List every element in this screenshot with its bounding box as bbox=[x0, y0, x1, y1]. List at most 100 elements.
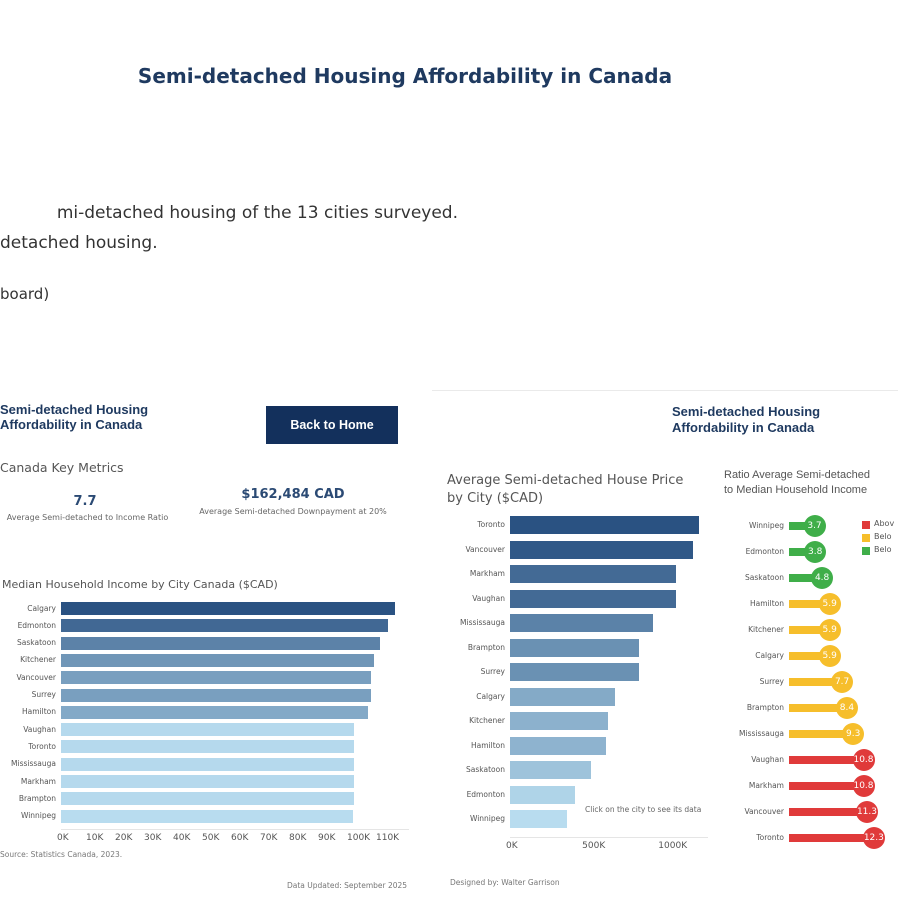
lollipop-bar[interactable] bbox=[789, 626, 830, 634]
x-tick-label: 70K bbox=[260, 832, 278, 843]
lollipop-value[interactable]: 5.9 bbox=[818, 619, 841, 641]
price-chart-title-wrap: Average Semi-detached House Price by Cit… bbox=[447, 472, 697, 508]
lollipop-bar[interactable] bbox=[789, 574, 823, 582]
lollipop-value[interactable]: 8.4 bbox=[835, 697, 858, 719]
lollipop-bar[interactable] bbox=[789, 756, 864, 764]
bar[interactable] bbox=[510, 687, 616, 706]
bar[interactable] bbox=[61, 636, 380, 650]
category-label: Markham bbox=[748, 781, 784, 790]
bar[interactable] bbox=[510, 663, 640, 681]
category-label: Kitchener bbox=[20, 655, 56, 665]
bar[interactable] bbox=[61, 775, 354, 788]
category-label: Vancouver bbox=[16, 672, 57, 682]
category-label: Vancouver bbox=[744, 807, 785, 816]
intro-line-1: mi-detached housing of the 13 cities sur… bbox=[56, 203, 458, 223]
category-label: Surrey bbox=[759, 677, 784, 686]
x-tick-label: 90K bbox=[318, 832, 336, 843]
bar[interactable] bbox=[510, 565, 677, 583]
category-label: Vaughan bbox=[751, 755, 784, 764]
x-axis-line bbox=[61, 828, 409, 830]
x-tick-label: 110K bbox=[376, 832, 400, 843]
lollipop-value[interactable]: 5.9 bbox=[818, 645, 841, 667]
lollipop-bar[interactable] bbox=[789, 600, 830, 608]
bar[interactable] bbox=[61, 602, 395, 615]
lollipop-bar[interactable] bbox=[789, 782, 864, 790]
bar[interactable] bbox=[510, 761, 592, 779]
lollipop-bar[interactable] bbox=[789, 808, 867, 816]
ratio-chart-title-line-2: to Median Household Income bbox=[724, 484, 868, 496]
lollipop-bar[interactable] bbox=[789, 704, 847, 712]
bar[interactable] bbox=[61, 619, 388, 633]
bar[interactable] bbox=[61, 688, 372, 702]
x-axis-line bbox=[510, 836, 708, 838]
ratio-metric-value: 7.7 bbox=[73, 494, 97, 509]
x-tick-label: 500K bbox=[582, 840, 606, 851]
category-label: Kitchener bbox=[469, 716, 505, 725]
category-label: Mississauga bbox=[739, 729, 784, 738]
bar[interactable] bbox=[61, 757, 354, 771]
lollipop-value[interactable]: 9.3 bbox=[842, 723, 865, 745]
legend-swatch bbox=[862, 534, 870, 542]
x-tick-label: 20K bbox=[115, 832, 133, 843]
lollipop-value[interactable]: 3.8 bbox=[804, 541, 827, 563]
bar[interactable] bbox=[61, 671, 372, 685]
legend-swatch bbox=[862, 521, 870, 529]
bar[interactable] bbox=[510, 810, 568, 828]
category-label: Calgary bbox=[476, 691, 505, 701]
lollipop-bar[interactable] bbox=[789, 730, 854, 738]
back-to-home-button[interactable]: Back to Home bbox=[266, 406, 398, 444]
lollipop-bar[interactable] bbox=[789, 548, 816, 556]
category-label: Edmonton bbox=[745, 547, 784, 556]
bar[interactable] bbox=[510, 516, 700, 534]
x-tick-label: 0K bbox=[506, 840, 518, 851]
bar[interactable] bbox=[61, 740, 354, 754]
x-tick-label: 40K bbox=[173, 832, 191, 843]
bar[interactable] bbox=[510, 614, 654, 632]
category-label: Calgary bbox=[755, 651, 784, 660]
category-label: Saskatoon bbox=[745, 573, 784, 582]
lollipop-value[interactable]: 7.7 bbox=[831, 671, 854, 693]
intro-line-3: board) bbox=[0, 285, 50, 303]
category-label: Hamilton bbox=[22, 707, 56, 717]
designed-by-note: Designed by: Walter Garrison bbox=[450, 878, 560, 887]
lollipop-bar[interactable] bbox=[789, 678, 843, 686]
lollipop-value[interactable]: 5.9 bbox=[818, 593, 841, 615]
category-label: Saskatoon bbox=[466, 765, 505, 774]
category-label: Markham bbox=[20, 776, 56, 786]
bar[interactable] bbox=[510, 736, 607, 755]
downpayment-metric-value: $162,484 CAD bbox=[241, 487, 345, 502]
category-label: Vancouver bbox=[465, 544, 506, 554]
bar[interactable] bbox=[61, 723, 354, 737]
bar[interactable] bbox=[510, 785, 576, 804]
lollipop-bar[interactable] bbox=[789, 652, 830, 660]
category-label: Vaughan bbox=[23, 724, 56, 734]
category-label: Kitchener bbox=[748, 625, 784, 634]
bar[interactable] bbox=[510, 540, 694, 559]
lollipop-value[interactable]: 10.8 bbox=[852, 775, 875, 797]
legend-swatch bbox=[862, 547, 870, 555]
ratio-chart-title: Ratio Average Semi-detached to Median Ho… bbox=[724, 468, 894, 498]
x-tick-label: 0K bbox=[57, 832, 69, 843]
x-tick-label: 50K bbox=[202, 832, 220, 843]
x-tick-label: 80K bbox=[289, 832, 307, 843]
lollipop-value[interactable]: 12.3 bbox=[862, 827, 885, 849]
bar[interactable] bbox=[61, 792, 354, 806]
x-tick-label: 30K bbox=[144, 832, 162, 843]
x-tick-label: 100K bbox=[347, 832, 371, 843]
lollipop-value[interactable]: 11.3 bbox=[855, 801, 878, 823]
lollipop-value[interactable]: 10.8 bbox=[852, 749, 875, 771]
lollipop-value[interactable]: 3.7 bbox=[803, 515, 826, 537]
bar[interactable] bbox=[510, 589, 677, 608]
bar[interactable] bbox=[61, 705, 369, 719]
lollipop-bar[interactable] bbox=[789, 522, 815, 530]
category-label: Toronto bbox=[28, 741, 56, 751]
category-label: Mississauga bbox=[460, 618, 505, 627]
lollipop-bar[interactable] bbox=[789, 834, 874, 842]
bar[interactable] bbox=[510, 712, 609, 730]
category-label: Brampton bbox=[18, 793, 56, 803]
right-dashboard-title: Semi-detached Housing Affordability in C… bbox=[672, 404, 821, 435]
bar[interactable] bbox=[61, 809, 354, 823]
bar[interactable] bbox=[61, 653, 375, 667]
lollipop-value[interactable]: 4.8 bbox=[811, 567, 834, 589]
bar[interactable] bbox=[510, 638, 640, 657]
